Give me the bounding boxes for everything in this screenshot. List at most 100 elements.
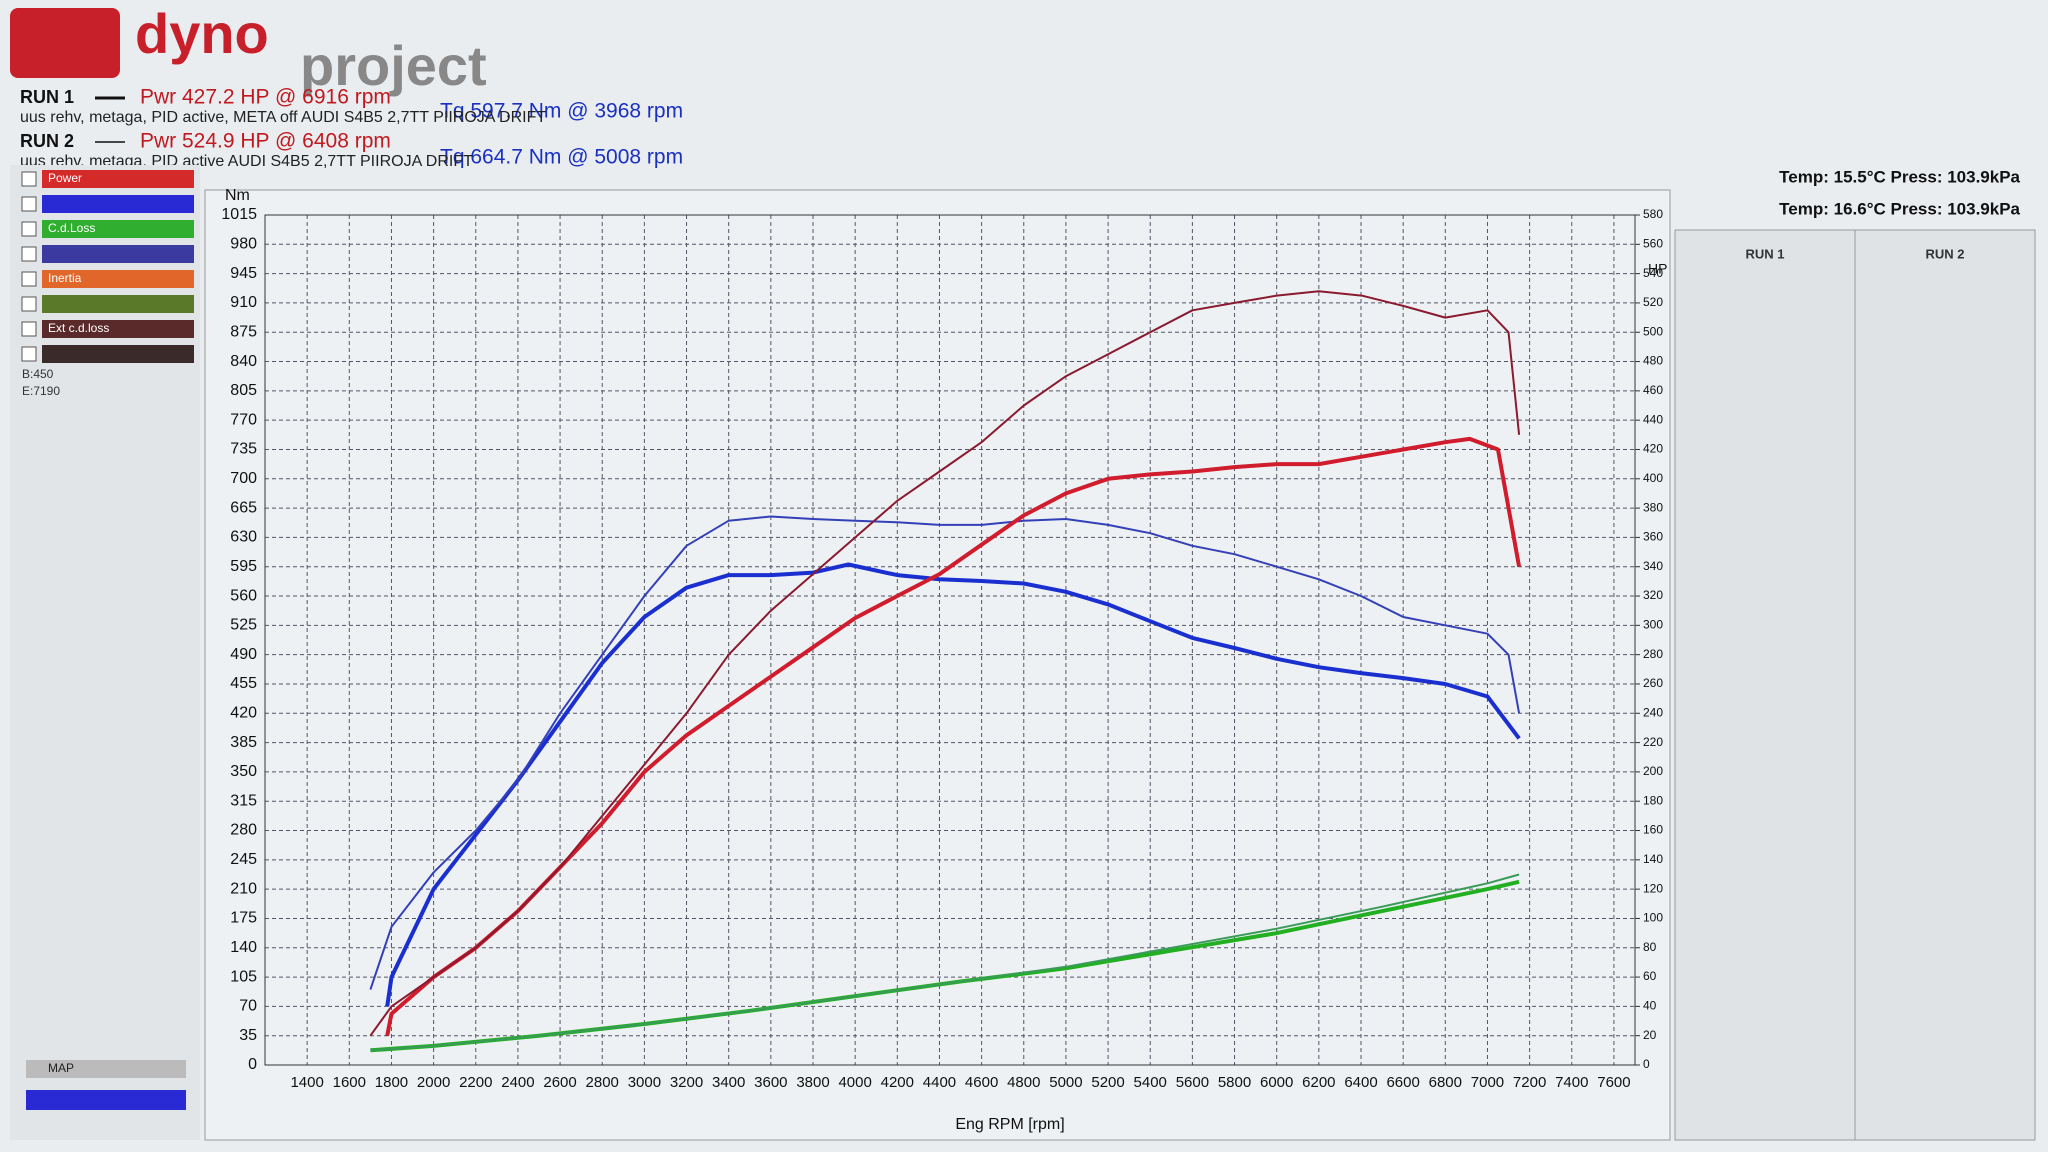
y2-tick-label: 0 — [1643, 1057, 1650, 1071]
range-label: E:7190 — [22, 384, 60, 398]
run-label: RUN 2 — [20, 131, 74, 151]
checkbox[interactable] — [21, 321, 37, 337]
y-tick-label: 560 — [230, 587, 257, 604]
channel-label: C.d.Loss — [48, 221, 95, 235]
y-tick-label: 350 — [230, 763, 257, 780]
x-tick-label: 3000 — [628, 1074, 661, 1091]
y2-tick-label: 500 — [1643, 324, 1663, 338]
x-tick-label: 2400 — [501, 1074, 534, 1091]
checkbox[interactable] — [21, 221, 37, 237]
y-tick-label: 35 — [239, 1027, 257, 1044]
conditions: Temp: 15.5°C Press: 103.9kPa — [1779, 167, 2020, 186]
checkbox[interactable] — [21, 296, 37, 312]
y-tick-label: 665 — [230, 499, 257, 516]
y-tick-label: 245 — [230, 851, 257, 868]
checkbox[interactable] — [21, 271, 37, 287]
sidebar-items: Power C.d.Loss Inertia Ext c.d.loss — [21, 170, 194, 363]
y2-tick-label: 560 — [1643, 236, 1663, 250]
checkbox[interactable] — [21, 171, 37, 187]
line-series — [369, 515, 1521, 990]
y2-tick-label: 240 — [1643, 705, 1663, 719]
plot-frame — [264, 214, 1636, 1066]
y2-tick-label: 580 — [1643, 207, 1663, 221]
x-tick-label: 5400 — [1134, 1074, 1167, 1091]
x-tick-label: 2600 — [543, 1074, 576, 1091]
x-tick-label: 6400 — [1344, 1074, 1377, 1091]
x-tick-label: 6000 — [1260, 1074, 1293, 1091]
channel-label: Power — [48, 171, 82, 185]
y2-tick-label: 320 — [1643, 588, 1663, 602]
y-tick-label: 700 — [230, 470, 257, 487]
y2-tick-label: 440 — [1643, 412, 1663, 426]
checkbox[interactable] — [21, 246, 37, 262]
run-torque: Tq 664.7 Nm @ 5008 rpm — [440, 146, 683, 169]
run-label: RUN 1 — [20, 87, 74, 107]
y2-tick-label: 280 — [1643, 647, 1663, 661]
y-tick-label: 630 — [230, 529, 257, 546]
range-label: B:450 — [22, 367, 54, 381]
checkbox[interactable] — [21, 346, 37, 362]
y-tick-label: 980 — [230, 236, 257, 253]
y-tick-label: 490 — [230, 646, 257, 663]
checkbox[interactable] — [21, 196, 37, 212]
panel-header: RUN 2 — [1925, 246, 1964, 261]
channel-swatch — [42, 295, 194, 313]
channel-label: Ext c.d.loss — [48, 321, 109, 335]
y2-tick-label: 380 — [1643, 500, 1663, 514]
x-tick-label: 2800 — [586, 1074, 619, 1091]
y2-tick-label: 400 — [1643, 471, 1663, 485]
plot-panel — [204, 189, 1671, 1141]
y2-tick-label: 340 — [1643, 559, 1663, 573]
y2-tick-label: 540 — [1643, 266, 1663, 280]
x-tick-label: 1600 — [333, 1074, 366, 1091]
x-tick-label: 5000 — [1049, 1074, 1082, 1091]
y2-tick-label: 200 — [1643, 764, 1663, 778]
x-tick-label: 4200 — [881, 1074, 914, 1091]
y-tick-label: 385 — [230, 734, 257, 751]
y-tick-label: 210 — [230, 880, 257, 897]
line-series — [385, 562, 1521, 1007]
run-power: Pwr 427.2 HP @ 6916 rpm — [140, 86, 391, 109]
y2-tick-label: 480 — [1643, 354, 1663, 368]
y-tick-label: 280 — [230, 822, 257, 839]
y-tick-label: 140 — [230, 939, 257, 956]
x-tick-label: 7000 — [1471, 1074, 1504, 1091]
y-tick-label: 945 — [230, 265, 257, 282]
y-tick-label: 770 — [230, 411, 257, 428]
line-series — [370, 873, 1520, 1052]
x-tick-label: 4800 — [1007, 1074, 1040, 1091]
x-axis-label: Eng RPM [rpm] — [955, 1116, 1064, 1133]
y-tick-label: 805 — [230, 382, 257, 399]
map-color — [26, 1090, 186, 1110]
panel-header: RUN 1 — [1745, 246, 1784, 261]
y-tick-label: 70 — [239, 998, 257, 1015]
run-power: Pwr 524.9 HP @ 6408 rpm — [140, 130, 391, 153]
channel-swatch — [42, 270, 194, 288]
channel-swatch — [42, 220, 194, 238]
x-tick-label: 5200 — [1091, 1074, 1124, 1091]
y2-tick-label: 140 — [1643, 852, 1663, 866]
x-tick-label: 6800 — [1429, 1074, 1462, 1091]
x-tick-label: 7400 — [1555, 1074, 1588, 1091]
y-tick-label: 315 — [230, 792, 257, 809]
map-toggle[interactable] — [26, 1060, 186, 1078]
run-note: uus rehv, metaga, PID active, META off A… — [20, 109, 546, 126]
channel-swatch — [42, 245, 194, 263]
channel-swatch — [42, 195, 194, 213]
y2-tick-label: 520 — [1643, 295, 1663, 309]
y-tick-label: 595 — [230, 558, 257, 575]
y-tick-label: 1015 — [221, 206, 257, 223]
x-tick-label: 4000 — [838, 1074, 871, 1091]
y2-tick-label: 220 — [1643, 735, 1663, 749]
logo-mark — [10, 8, 120, 78]
y2-tick-label: 40 — [1643, 999, 1657, 1013]
logo-text: dyno — [135, 2, 269, 65]
y2-tick-label: 20 — [1643, 1028, 1657, 1042]
x-tick-label: 3800 — [796, 1074, 829, 1091]
conditions: Temp: 16.6°C Press: 103.9kPa — [1779, 199, 2020, 218]
logo-text: project — [300, 34, 487, 97]
y2-tick-label: 120 — [1643, 881, 1663, 895]
line-series — [369, 290, 1521, 1037]
